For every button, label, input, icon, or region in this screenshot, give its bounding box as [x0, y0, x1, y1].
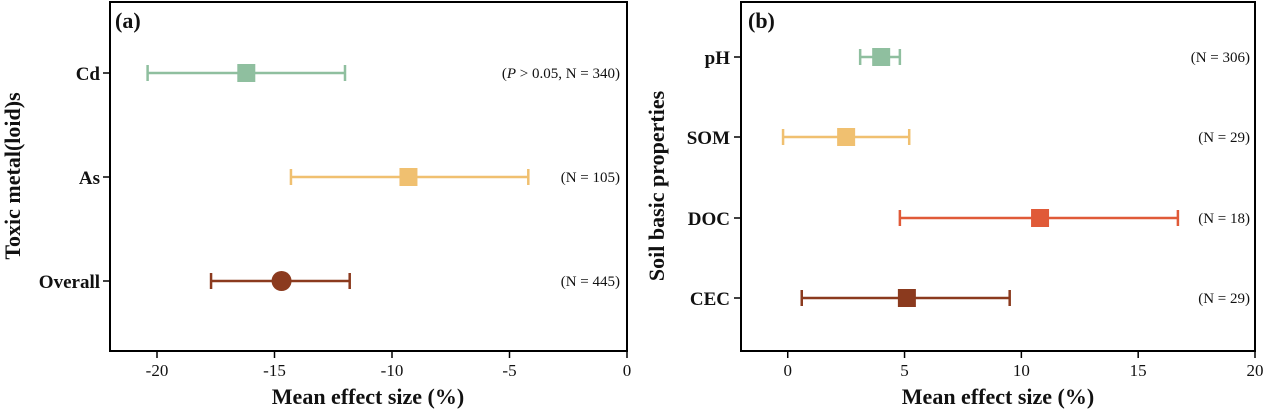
panel-b: (b) Mean effect size (%) Soil basic prop… [644, 1, 1264, 409]
category-label: Cd [76, 64, 101, 85]
panel-b-ylabel: Soil basic properties [644, 90, 669, 281]
x-tick-label: -15 [263, 361, 286, 380]
category-label: Overall [39, 272, 100, 293]
panel-b-rows: pH (N = 306) SOM (N = 29) DOC (N = 18) CEC (N =… [687, 48, 1250, 310]
n-annotation: (N = 29) [1198, 291, 1250, 307]
effect-row: DOC (N = 18) [688, 209, 1250, 230]
category-label: DOC [688, 209, 730, 230]
category-label: SOM [687, 128, 730, 149]
x-tick-label: -5 [502, 361, 516, 380]
effect-row: As (N = 105) [79, 168, 620, 189]
x-tick-label: 0 [623, 361, 632, 380]
panel-a-xlabel: Mean effect size (%) [272, 384, 464, 409]
x-tick-label: 5 [900, 361, 909, 380]
mean-marker [399, 168, 418, 186]
n-annotation: (N = 29) [1198, 130, 1250, 146]
n-annotation: (P > 0.05, N = 340) [502, 66, 620, 82]
effect-row: Overall (N = 445) [39, 271, 620, 293]
x-tick-label: 0 [783, 361, 792, 380]
panel-b-xlabel: Mean effect size (%) [902, 384, 1094, 409]
panel-b-label: (b) [748, 8, 775, 33]
x-tick-label: -20 [146, 361, 169, 380]
mean-marker [872, 48, 891, 66]
category-label: CEC [690, 289, 730, 310]
panel-a-x-axis: -20 -15 -10 -5 0 [146, 351, 632, 380]
panel-a-ylabel: Toxic metal(loid)s [0, 92, 25, 260]
effect-row: CEC (N = 29) [690, 289, 1250, 310]
n-annotation: (N = 105) [561, 170, 620, 186]
panel-a: (a) Mean effect size (%) Toxic metal(loi… [0, 1, 632, 409]
category-label: pH [705, 48, 731, 69]
panel-b-frame [740, 1, 1256, 352]
effect-row: pH (N = 306) [705, 48, 1250, 69]
panel-b-x-axis: 0 5 10 15 20 [783, 351, 1264, 380]
mean-marker [897, 289, 916, 307]
mean-marker [1031, 209, 1050, 227]
n-annotation: (N = 18) [1198, 211, 1250, 227]
category-label: As [79, 168, 100, 189]
panel-a-label: (a) [115, 8, 141, 33]
x-tick-label: 15 [1130, 361, 1147, 380]
mean-marker [837, 128, 856, 146]
effect-row: SOM (N = 29) [687, 128, 1250, 149]
x-tick-label: 20 [1247, 361, 1264, 380]
mean-marker [271, 271, 292, 291]
x-tick-label: 10 [1013, 361, 1030, 380]
n-annotation: (N = 306) [1191, 50, 1250, 66]
effect-row: Cd (P > 0.05, N = 340) [76, 64, 620, 85]
mean-marker [237, 64, 256, 82]
n-annotation: (N = 445) [561, 274, 620, 290]
panel-a-rows: Cd (P > 0.05, N = 340) As (N = 105) Overall (… [39, 64, 620, 293]
x-tick-label: -10 [381, 361, 404, 380]
